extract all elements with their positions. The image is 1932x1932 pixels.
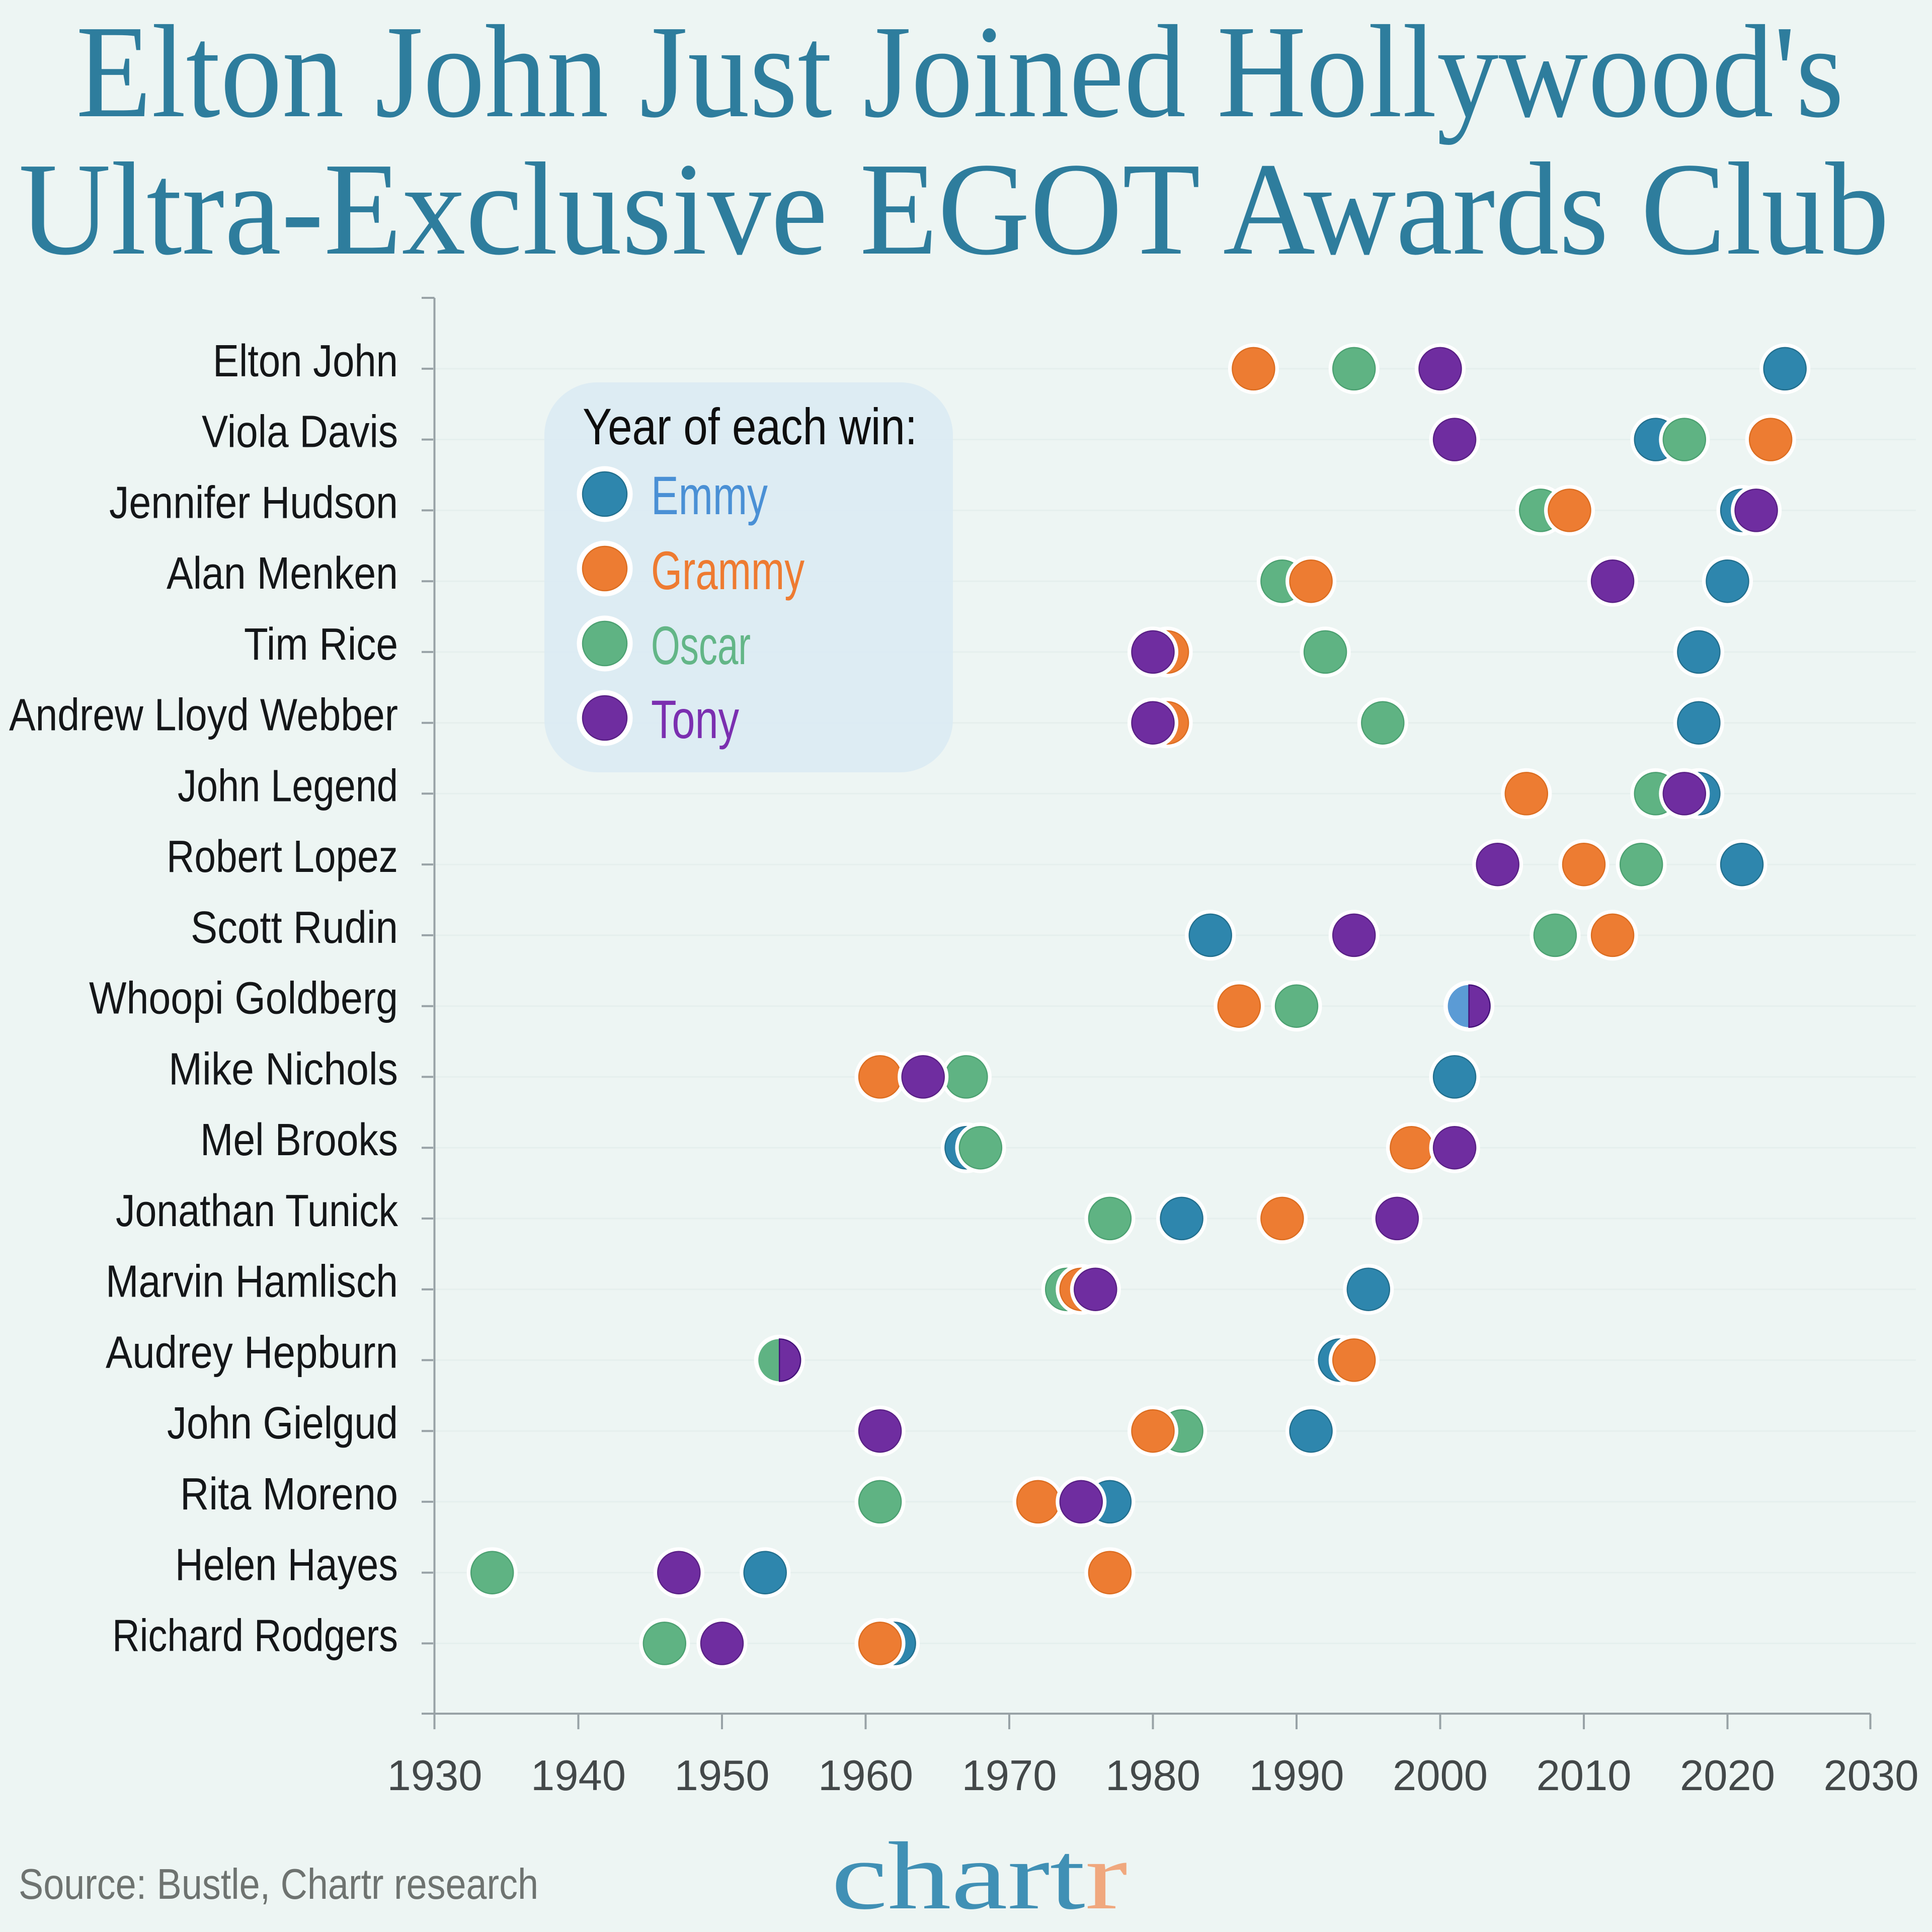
svg-text:2000: 2000 [1393,1752,1488,1800]
svg-text:2020: 2020 [1680,1752,1775,1800]
svg-text:1990: 1990 [1249,1752,1344,1800]
svg-text:Grammy: Grammy [651,540,804,601]
svg-text:2030: 2030 [1823,1752,1918,1800]
svg-text:Jennifer Hudson: Jennifer Hudson [109,477,398,528]
svg-text:1960: 1960 [818,1752,913,1800]
svg-text:John Legend: John Legend [178,761,398,811]
svg-text:Jonathan Tunick: Jonathan Tunick [116,1186,398,1236]
svg-text:Robert Lopez: Robert Lopez [167,832,398,882]
svg-text:Andrew Lloyd Webber: Andrew Lloyd Webber [9,690,398,741]
svg-text:Mel Brooks: Mel Brooks [200,1115,398,1165]
svg-text:Whoopi Goldberg: Whoopi Goldberg [89,974,398,1024]
svg-text:Oscar: Oscar [651,615,751,676]
svg-text:Marvin Hamlisch: Marvin Hamlisch [106,1257,398,1307]
svg-text:Source: Bustle, Chartr researc: Source: Bustle, Chartr research [19,1861,538,1908]
svg-text:1940: 1940 [531,1752,626,1800]
svg-text:1930: 1930 [387,1752,482,1800]
svg-text:Ultra-Exclusive EGOT Awards Cl: Ultra-Exclusive EGOT Awards Club [19,136,1889,283]
svg-text:1950: 1950 [674,1752,769,1800]
svg-text:Viola Davis: Viola Davis [202,407,398,457]
svg-text:2010: 2010 [1536,1752,1631,1800]
svg-text:Emmy: Emmy [651,465,768,526]
svg-text:John Gielgud: John Gielgud [167,1398,398,1448]
svg-text:Elton John Just Joined Hollywo: Elton John Just Joined Hollywood's [76,0,1844,145]
svg-text:1970: 1970 [961,1752,1057,1800]
svg-text:Elton John: Elton John [213,336,398,386]
svg-text:Mike Nichols: Mike Nichols [169,1044,398,1094]
svg-text:Audrey Hepburn: Audrey Hepburn [106,1327,398,1378]
svg-text:Tim Rice: Tim Rice [244,619,398,670]
svg-text:Rita Moreno: Rita Moreno [180,1469,398,1519]
svg-text:Richard Rodgers: Richard Rodgers [112,1611,398,1661]
svg-text:1980: 1980 [1105,1752,1200,1800]
svg-text:Year of each win:: Year of each win: [583,398,917,455]
svg-text:Tony: Tony [651,689,739,750]
svg-text:Alan Menken: Alan Menken [167,548,398,599]
svg-text:Helen Hayes: Helen Hayes [175,1540,398,1590]
svg-text:Scott Rudin: Scott Rudin [191,903,398,953]
